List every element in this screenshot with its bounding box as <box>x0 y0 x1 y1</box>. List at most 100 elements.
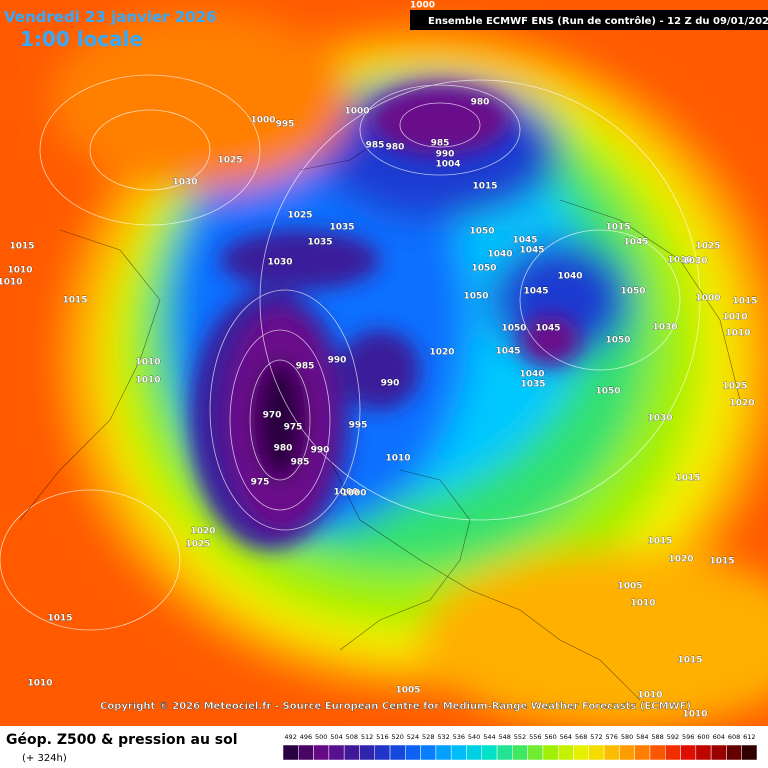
footer: Géop. Z500 & pression au sol (+ 324h) 49… <box>6 732 758 764</box>
pressure-label: 1030 <box>667 256 692 266</box>
colorbar-cell <box>420 744 437 761</box>
pressure-label: 1030 <box>682 257 707 267</box>
pressure-label: 1045 <box>523 287 548 297</box>
colorbar-cell <box>680 744 697 761</box>
colorbar-cell <box>512 744 528 761</box>
colorbar-cell <box>695 744 712 761</box>
colorbar-cell <box>527 744 544 761</box>
coastlines <box>19 139 741 701</box>
colorbar-label: 572 <box>590 733 602 741</box>
colorbar-cell <box>588 744 605 761</box>
pressure-label: 1010 <box>27 679 52 689</box>
pressure-label: 1015 <box>605 223 630 233</box>
colorbar-label: 600 <box>697 733 709 741</box>
pressure-label: 1035 <box>329 223 354 233</box>
pressure-label: 1004 <box>435 160 460 170</box>
footer-lead: (+ 324h) <box>22 753 67 764</box>
pressure-label: 985 <box>366 141 385 151</box>
pressure-label: 1040 <box>487 250 512 260</box>
colorbar-label: 508 <box>346 733 358 741</box>
pressure-label: 990 <box>328 356 347 366</box>
pressure-label: 1045 <box>535 324 560 334</box>
colorbar-cell <box>298 744 314 761</box>
colorbar-cell <box>573 744 590 761</box>
pressure-label: 1000 <box>341 489 366 499</box>
pressure-label: 1005 <box>395 686 420 696</box>
pressure-label: 1040 <box>519 370 544 380</box>
pressure-label: 985 <box>431 139 450 149</box>
pressure-label: 1025 <box>722 382 747 392</box>
pressure-label: 1050 <box>471 264 496 274</box>
pressure-label: 980 <box>471 98 490 108</box>
pressure-label: 1010 <box>7 266 32 276</box>
colorbar-label: 580 <box>621 733 633 741</box>
pressure-label: 1050 <box>605 336 630 346</box>
pressure-label: 1010 <box>385 454 410 464</box>
top-label: 1000 <box>410 1 435 11</box>
colorbar-label: 564 <box>560 733 572 741</box>
pressure-label: 990 <box>381 379 400 389</box>
pressure-label: 1010 <box>637 691 662 701</box>
pressure-label: 985 <box>291 458 310 468</box>
colorbar-label: 516 <box>376 733 388 741</box>
colorbar-cell <box>328 744 345 761</box>
colorbar-cell <box>557 744 574 761</box>
colorbar-cell <box>374 744 391 761</box>
pressure-label: 1010 <box>630 599 655 609</box>
pressure-label: 1015 <box>62 296 87 306</box>
copyright: Copyright © 2026 Meteociel.fr - Source E… <box>100 701 691 712</box>
colorbar-label: 548 <box>498 733 510 741</box>
pressure-label: 1000 <box>695 294 720 304</box>
pressure-label: 990 <box>311 446 330 456</box>
colorbar-cell <box>405 744 421 761</box>
colorbar-label: 500 <box>315 733 327 741</box>
colorbar-label: 552 <box>514 733 526 741</box>
pressure-label: 1000 <box>344 107 369 117</box>
colorbar-cell <box>649 744 666 761</box>
pressure-label: 1015 <box>732 297 757 307</box>
pressure-label: 1020 <box>729 399 754 409</box>
colorbar-cell <box>710 744 727 761</box>
pressure-label: 1010 <box>722 313 747 323</box>
colorbar-label: 612 <box>743 733 755 741</box>
model-box <box>410 10 768 30</box>
colorbar-cell <box>741 744 758 761</box>
pressure-label: 1025 <box>185 540 210 550</box>
pressure-label: 1035 <box>307 238 332 248</box>
colorbar-cell <box>450 744 467 761</box>
pressure-label: 985 <box>296 362 315 372</box>
footer-title: Géop. Z500 & pression au sol <box>6 732 238 748</box>
pressure-label: 1045 <box>519 246 544 256</box>
low-cores <box>190 85 580 550</box>
pressure-label: 1025 <box>695 242 720 252</box>
pressure-label: 1010 <box>0 278 23 288</box>
date-label: Vendredi 23 janvier 2026 <box>4 8 217 26</box>
colorbar: 492 496 500 504 508 512 516 520 524 528 532 536 540 5… <box>282 733 758 761</box>
colorbar-cell <box>634 744 651 761</box>
pressure-label: 1050 <box>501 324 526 334</box>
colorbar-label: 540 <box>468 733 480 741</box>
colorbar-label: 608 <box>728 733 740 741</box>
colorbar-cell <box>496 744 513 761</box>
colorbar-cell <box>481 744 498 761</box>
pressure-label: 1050 <box>463 292 488 302</box>
colorbar-label: 544 <box>483 733 495 741</box>
pressure-label: 1015 <box>9 242 34 252</box>
colorbar-cell <box>603 744 620 761</box>
pressure-label: 1015 <box>472 182 497 192</box>
colorbar-label: 588 <box>651 733 663 741</box>
pressure-label: 1010 <box>135 376 160 386</box>
pressure-label: 1010 <box>682 710 707 720</box>
colorbar-label: 528 <box>422 733 434 741</box>
colorbar-label: 560 <box>544 733 556 741</box>
colorbar-label: 604 <box>713 733 725 741</box>
pressure-label: 1030 <box>267 258 292 268</box>
pressure-label: 1015 <box>677 656 702 666</box>
pressure-label: 1020 <box>668 555 693 565</box>
pressure-label: 1045 <box>495 347 520 357</box>
colorbar-label: 504 <box>330 733 342 741</box>
isobars <box>0 74 701 631</box>
colorbar-label: 556 <box>529 733 541 741</box>
